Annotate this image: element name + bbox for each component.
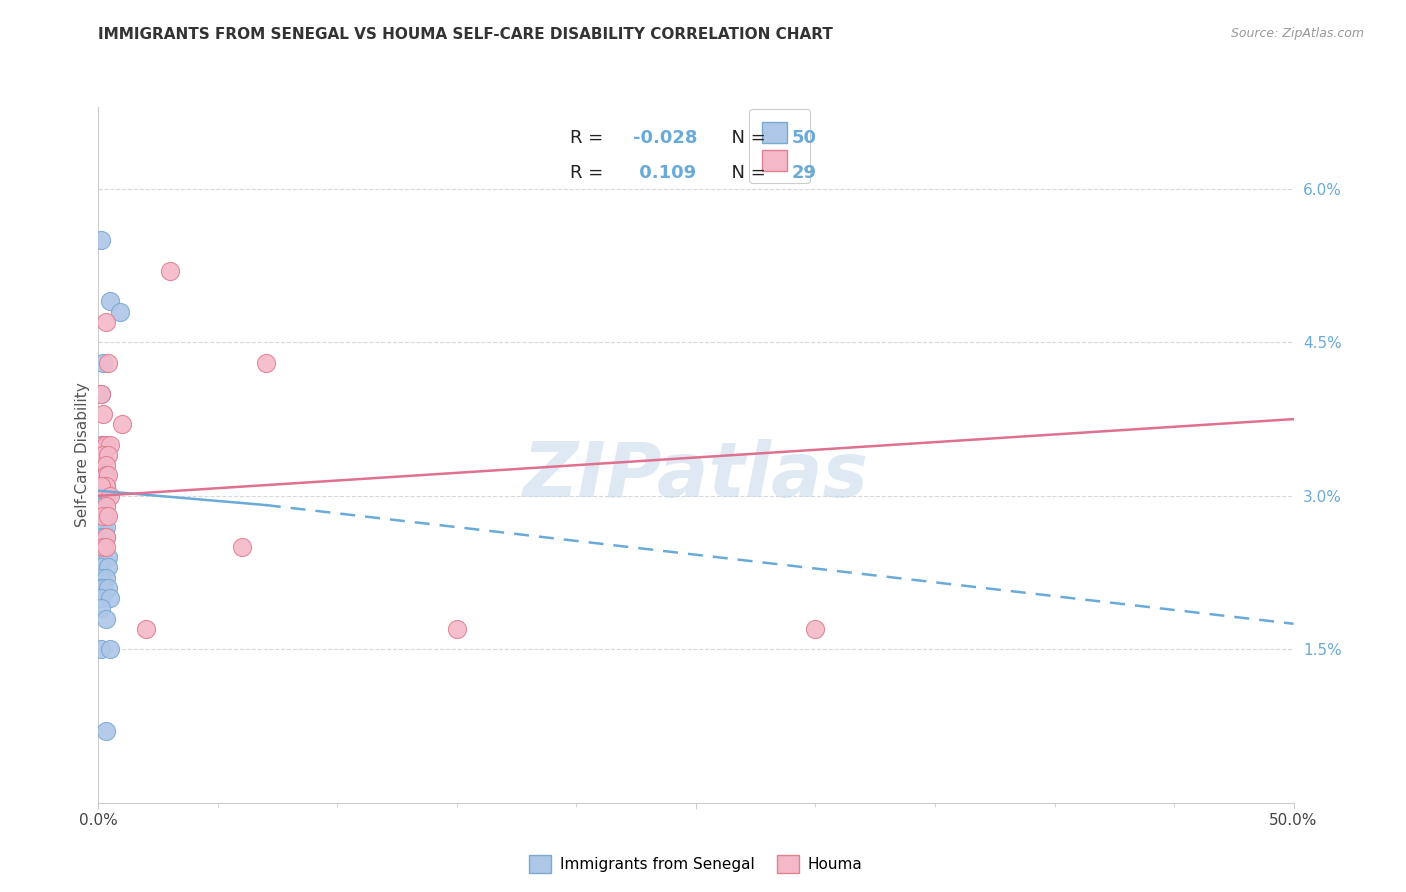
Point bbox=[98, 489, 122, 503]
Point bbox=[97, 550, 120, 565]
Point bbox=[98, 642, 122, 657]
Point bbox=[90, 642, 112, 657]
Point bbox=[97, 560, 120, 574]
Point bbox=[254, 356, 277, 370]
Point bbox=[94, 530, 117, 544]
Point bbox=[94, 478, 117, 492]
Point bbox=[90, 540, 112, 554]
Point bbox=[97, 509, 120, 524]
Text: R =: R = bbox=[571, 164, 609, 182]
Point bbox=[91, 519, 114, 533]
Point bbox=[90, 386, 112, 401]
Point bbox=[94, 509, 117, 524]
Point bbox=[94, 519, 117, 533]
Point bbox=[90, 601, 112, 615]
Point bbox=[90, 438, 112, 452]
Y-axis label: Self-Care Disability: Self-Care Disability bbox=[75, 383, 90, 527]
Point bbox=[91, 438, 114, 452]
Point bbox=[231, 540, 253, 554]
Point bbox=[94, 315, 117, 329]
Point bbox=[91, 489, 114, 503]
Point bbox=[94, 530, 117, 544]
Point bbox=[159, 264, 181, 278]
Point bbox=[90, 489, 112, 503]
Point bbox=[91, 407, 114, 421]
Point bbox=[94, 458, 117, 472]
Point bbox=[804, 622, 827, 636]
Point bbox=[90, 478, 112, 492]
Point bbox=[90, 519, 112, 533]
Text: 0.109: 0.109 bbox=[633, 164, 696, 182]
Point bbox=[90, 489, 112, 503]
Point bbox=[97, 581, 120, 595]
Point bbox=[90, 233, 112, 247]
Point bbox=[90, 530, 112, 544]
Point bbox=[94, 540, 117, 554]
Text: IMMIGRANTS FROM SENEGAL VS HOUMA SELF-CARE DISABILITY CORRELATION CHART: IMMIGRANTS FROM SENEGAL VS HOUMA SELF-CA… bbox=[98, 27, 834, 42]
Point bbox=[91, 530, 114, 544]
Point bbox=[94, 489, 117, 503]
Point bbox=[94, 612, 117, 626]
Point bbox=[94, 468, 117, 483]
Point bbox=[94, 438, 117, 452]
Point bbox=[97, 448, 120, 462]
Point bbox=[90, 448, 112, 462]
Point bbox=[91, 356, 114, 370]
Point bbox=[91, 458, 114, 472]
Point bbox=[97, 356, 120, 370]
Point bbox=[90, 468, 112, 483]
Point bbox=[91, 509, 114, 524]
Legend: Immigrants from Senegal, Houma: Immigrants from Senegal, Houma bbox=[523, 849, 869, 879]
Point bbox=[94, 478, 117, 492]
Text: N =: N = bbox=[720, 164, 772, 182]
Text: R =: R = bbox=[571, 129, 609, 147]
Point bbox=[94, 571, 117, 585]
Point bbox=[97, 468, 120, 483]
Point bbox=[111, 417, 134, 432]
Point bbox=[94, 468, 117, 483]
Point bbox=[135, 622, 157, 636]
Point bbox=[91, 478, 114, 492]
Point bbox=[90, 550, 112, 565]
Point bbox=[91, 540, 114, 554]
Text: ZIPatlas: ZIPatlas bbox=[523, 439, 869, 513]
Point bbox=[90, 458, 112, 472]
Text: 29: 29 bbox=[792, 164, 817, 182]
Point bbox=[90, 571, 112, 585]
Point bbox=[108, 304, 131, 318]
Point bbox=[91, 499, 114, 513]
Point bbox=[90, 591, 112, 606]
Point bbox=[446, 622, 468, 636]
Point bbox=[91, 478, 114, 492]
Point bbox=[91, 581, 114, 595]
Point bbox=[90, 509, 112, 524]
Point bbox=[91, 448, 114, 462]
Point bbox=[98, 591, 122, 606]
Point bbox=[91, 468, 114, 483]
Text: 50: 50 bbox=[792, 129, 817, 147]
Point bbox=[90, 581, 112, 595]
Text: -0.028: -0.028 bbox=[633, 129, 697, 147]
Text: Source: ZipAtlas.com: Source: ZipAtlas.com bbox=[1230, 27, 1364, 40]
Point bbox=[90, 478, 112, 492]
Text: N =: N = bbox=[720, 129, 772, 147]
Point bbox=[91, 540, 114, 554]
Point bbox=[91, 438, 114, 452]
Point bbox=[98, 294, 122, 309]
Point bbox=[90, 499, 112, 513]
Point bbox=[91, 509, 114, 524]
Point bbox=[94, 724, 117, 739]
Point bbox=[91, 550, 114, 565]
Point bbox=[98, 438, 122, 452]
Point bbox=[90, 560, 112, 574]
Point bbox=[90, 386, 112, 401]
Point bbox=[94, 499, 117, 513]
